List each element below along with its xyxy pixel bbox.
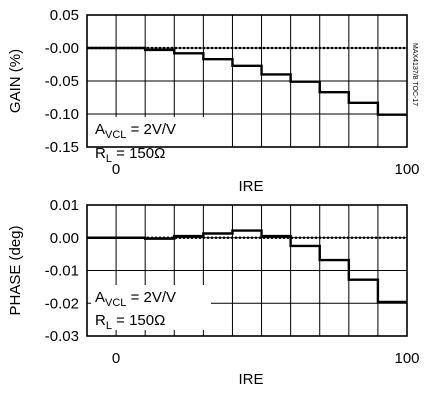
y-tick-label: 0.00 — [50, 230, 79, 247]
plot-frame — [86, 14, 408, 148]
y-tick-label: -0.10 — [45, 106, 79, 123]
annotation-bg — [91, 117, 211, 163]
y-tick-label: -0.00 — [45, 40, 79, 57]
chart-0: AVCL = 2V/V RL = 150Ω 0.05 -0.00 -0.05 -0.10 -… — [7, 7, 420, 195]
side-label: MAX4137/8 TOC-17 — [411, 43, 418, 106]
y-axis-title: GAIN (%) — [7, 49, 24, 113]
y-tick-label: -0.01 — [45, 263, 79, 280]
x-axis-title: IRE — [238, 371, 263, 388]
x-tick-label: 100 — [394, 161, 419, 178]
chart-1: AVCL = 2V/V RL = 150Ω 0.01 0.00 -0.01 -0.02 -0… — [7, 197, 420, 388]
x-tick-label: 0 — [112, 350, 120, 367]
annotation-line-0: AVCL = 2V/V — [95, 121, 176, 141]
y-tick-label: -0.02 — [45, 295, 79, 312]
annotation-line-0: AVCL = 2V/V — [95, 289, 176, 309]
annotation-line-1: RL = 150Ω — [95, 312, 165, 332]
y-tick-label: -0.03 — [45, 328, 79, 345]
plot-frame — [86, 204, 408, 337]
y-tick-label: -0.15 — [45, 139, 79, 156]
y-tick-label: -0.05 — [45, 73, 79, 90]
series-line — [87, 229, 407, 304]
x-axis-title: IRE — [238, 178, 263, 195]
y-tick-label: 0.05 — [50, 7, 79, 24]
y-axis-title: PHASE (deg) — [7, 225, 24, 315]
series-line — [87, 46, 407, 116]
annotation-line-1: RL = 150Ω — [95, 145, 165, 165]
annotation-bg — [91, 285, 211, 330]
x-tick-label: 100 — [394, 350, 419, 367]
x-tick-label: 0 — [112, 161, 120, 178]
y-tick-label: 0.01 — [50, 197, 79, 214]
